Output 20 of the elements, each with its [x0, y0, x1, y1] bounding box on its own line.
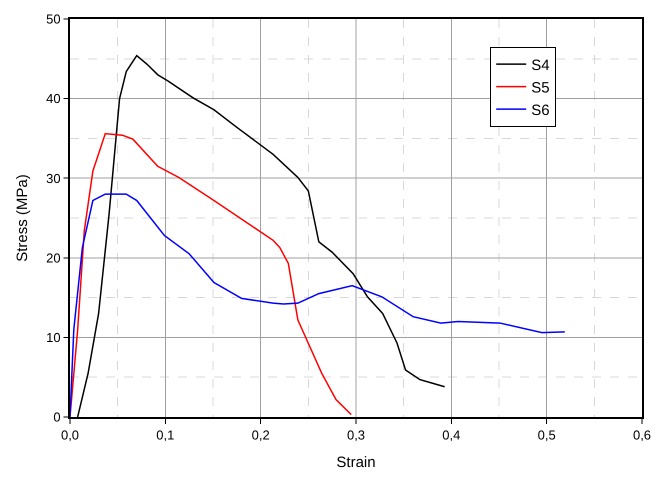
- y-tick-label: 20: [46, 250, 61, 266]
- x-tick-label: 0,2: [252, 427, 270, 442]
- y-tick-label: 50: [46, 12, 61, 27]
- x-tick-label: 0,5: [538, 427, 556, 442]
- line-series: [70, 193, 566, 417]
- y-tick-label: 0: [53, 410, 61, 425]
- x-tick-label: 0,0: [60, 427, 80, 442]
- x-axis-title: Strain: [336, 454, 376, 471]
- legend-label: S6: [531, 102, 550, 119]
- y-tick-label: 10: [46, 330, 61, 345]
- x-tick-label: 0,1: [156, 427, 174, 442]
- y-tick-label: 40: [46, 91, 61, 106]
- legend-label: S4: [531, 56, 550, 74]
- line-series: [70, 132, 352, 417]
- y-axis-title: Stress (MPa): [14, 174, 31, 262]
- x-tick-label: 0,3: [346, 427, 366, 442]
- x-tick-label: 0,4: [442, 427, 460, 442]
- y-tick-label: 30: [46, 170, 61, 186]
- legend-label: S5: [531, 79, 550, 96]
- x-tick-label: 0,6: [632, 427, 652, 442]
